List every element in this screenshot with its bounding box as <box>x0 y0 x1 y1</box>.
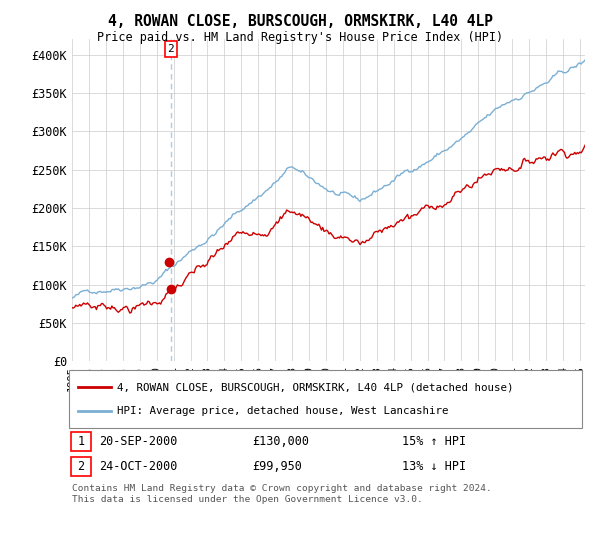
Text: £130,000: £130,000 <box>252 435 309 448</box>
Text: 4, ROWAN CLOSE, BURSCOUGH, ORMSKIRK, L40 4LP: 4, ROWAN CLOSE, BURSCOUGH, ORMSKIRK, L40… <box>107 14 493 29</box>
Text: 2: 2 <box>77 460 85 473</box>
Text: 13% ↓ HPI: 13% ↓ HPI <box>402 460 466 473</box>
Text: 20-SEP-2000: 20-SEP-2000 <box>99 435 178 448</box>
Text: 1: 1 <box>77 435 85 448</box>
Text: HPI: Average price, detached house, West Lancashire: HPI: Average price, detached house, West… <box>117 405 449 416</box>
Text: 4, ROWAN CLOSE, BURSCOUGH, ORMSKIRK, L40 4LP (detached house): 4, ROWAN CLOSE, BURSCOUGH, ORMSKIRK, L40… <box>117 382 514 393</box>
Text: Price paid vs. HM Land Registry's House Price Index (HPI): Price paid vs. HM Land Registry's House … <box>97 31 503 44</box>
Text: 2: 2 <box>167 44 174 54</box>
Text: Contains HM Land Registry data © Crown copyright and database right 2024.
This d: Contains HM Land Registry data © Crown c… <box>72 484 492 504</box>
Text: 15% ↑ HPI: 15% ↑ HPI <box>402 435 466 448</box>
Text: £99,950: £99,950 <box>252 460 302 473</box>
Text: 24-OCT-2000: 24-OCT-2000 <box>99 460 178 473</box>
